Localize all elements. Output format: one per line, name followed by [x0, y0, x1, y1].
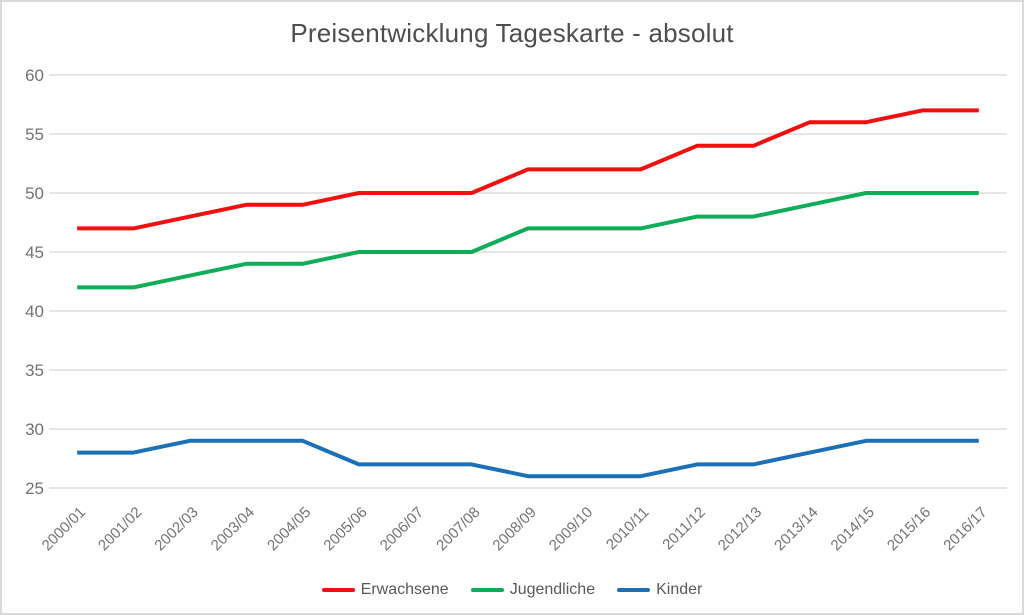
y-axis-label-45: 45 — [25, 243, 44, 262]
legend-item-erwachsene: Erwachsene — [321, 581, 449, 599]
x-axis-label-2009/10: 2009/10 — [546, 504, 596, 554]
y-axis-label-60: 60 — [25, 66, 44, 85]
x-axis-label-2010/11: 2010/11 — [603, 504, 653, 554]
x-axis-label-2011/12: 2011/12 — [659, 504, 709, 554]
x-axis-label-2007/08: 2007/08 — [433, 504, 483, 554]
legend-item-jugendliche: Jugendliche — [470, 581, 596, 599]
x-axis-label-2014/15: 2014/15 — [828, 504, 878, 554]
series-line-erwachsene — [77, 108, 979, 231]
x-axis-label-2000/01: 2000/01 — [39, 504, 89, 554]
chart-title: Preisentwicklung Tageskarte - absolut — [290, 18, 734, 48]
y-axis-label-50: 50 — [25, 184, 44, 203]
legend-line-swatch-kinder — [617, 588, 651, 592]
x-axis-label-2001/02: 2001/02 — [95, 504, 145, 554]
x-axis-label-2012/13: 2012/13 — [715, 504, 765, 554]
x-axis-label-2013/14: 2013/14 — [771, 504, 821, 554]
x-axis-label-2005/06: 2005/06 — [320, 504, 370, 554]
x-axis-label-2003/04: 2003/04 — [208, 504, 258, 554]
y-axis-label-40: 40 — [25, 302, 44, 321]
series-line-jugendliche — [77, 191, 979, 290]
legend-line-swatch-erwachsene — [321, 588, 355, 592]
x-axis-label-2008/09: 2008/09 — [489, 504, 539, 554]
legend: Erwachsene Jugendliche Kinder — [2, 576, 1022, 604]
series-line-kinder — [77, 438, 979, 479]
legend-label-jugendliche: Jugendliche — [509, 581, 596, 598]
legend-label-kinder: Kinder — [656, 581, 703, 598]
legend-label-erwachsene: Erwachsene — [360, 581, 449, 598]
x-axis-label-2004/05: 2004/05 — [264, 504, 314, 554]
y-axis-label-30: 30 — [25, 420, 44, 439]
x-axis-label-2016/17: 2016/17 — [940, 504, 990, 554]
x-axis-label-2006/07: 2006/07 — [377, 504, 427, 554]
y-axis-label-25: 25 — [25, 479, 44, 498]
y-axis-label-35: 35 — [25, 361, 44, 380]
x-axis-label-2002/03: 2002/03 — [151, 504, 201, 554]
legend-item-kinder: Kinder — [617, 581, 702, 599]
y-axis-label-55: 55 — [25, 125, 44, 144]
x-axis-label-2015/16: 2015/16 — [884, 504, 934, 554]
legend-line-swatch-jugendliche — [470, 588, 504, 592]
